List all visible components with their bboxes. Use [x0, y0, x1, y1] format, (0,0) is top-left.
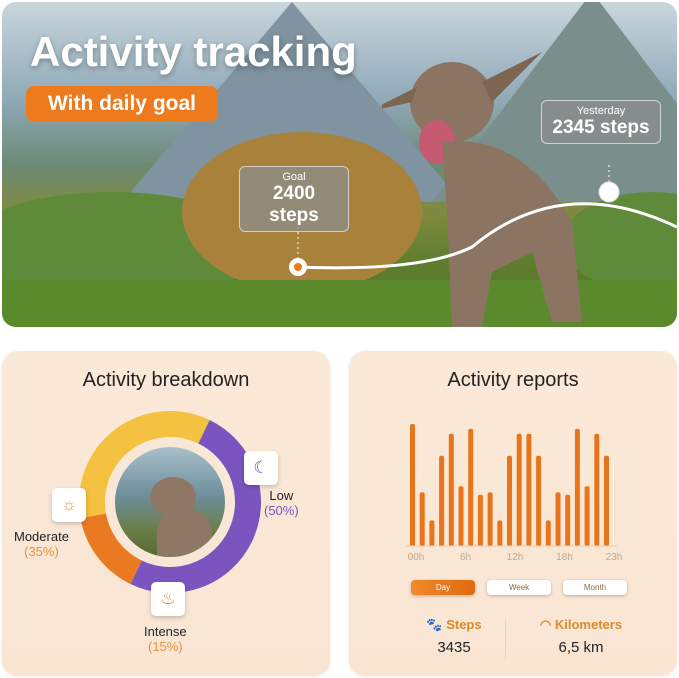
tab-day[interactable]: Day	[411, 580, 475, 595]
activity-bar	[555, 492, 561, 546]
donut-segment-intense	[80, 512, 143, 584]
yesterday-callout: Yesterday 2345 steps	[541, 100, 661, 144]
steps-value: 3435	[437, 639, 471, 656]
activity-bar	[410, 424, 415, 546]
activity-bar	[419, 492, 425, 546]
activity-bar	[429, 520, 435, 546]
tab-month[interactable]: Month	[563, 580, 627, 595]
yesterday-value: 2345 steps	[552, 117, 650, 138]
flame-icon: ♨	[151, 582, 185, 616]
kilometers-value: 6,5 km	[558, 639, 604, 656]
steps-stat: 🐾 Steps 3435	[409, 617, 499, 656]
speedometer-icon: ◠	[539, 617, 552, 632]
sun-icon: ☼	[52, 488, 86, 522]
activity-bar	[536, 455, 542, 546]
donut-segment-moderate	[79, 411, 210, 519]
activity-breakdown-card: Activity breakdown ☾ ☼ ♨ Low (50%) Modera…	[2, 351, 330, 676]
moderate-label: Moderate (35%)	[14, 529, 69, 559]
period-tabs: Day Week Month	[411, 580, 627, 595]
activity-bar	[507, 455, 512, 546]
hero-title: Activity tracking	[30, 28, 357, 75]
low-label: Low (50%)	[264, 488, 299, 518]
activity-bar	[477, 494, 483, 546]
dog-avatar	[110, 442, 230, 562]
dog-photo	[382, 52, 582, 327]
breakdown-title: Activity breakdown	[82, 369, 250, 391]
activity-bar	[584, 486, 590, 546]
daily-goal-badge: With daily goal	[26, 86, 218, 122]
moon-icon: ☾	[244, 451, 278, 485]
activity-bar	[594, 433, 600, 546]
x-tick-label: 18h	[556, 552, 573, 563]
activity-bar	[516, 433, 522, 546]
activity-bar	[545, 520, 551, 546]
donut-segment-low	[130, 420, 261, 593]
activity-bar	[468, 428, 474, 546]
x-tick-label: 23h	[606, 552, 623, 563]
activity-bar	[458, 486, 464, 546]
activity-bar	[526, 433, 532, 546]
intense-label: Intense (15%)	[144, 624, 187, 654]
yesterday-label: Yesterday	[576, 105, 626, 117]
kilometers-stat: ◠ Kilometers 6,5 km	[521, 617, 641, 656]
activity-bar-chart: 00h 6h 12h 18h 23h	[406, 424, 623, 563]
activity-bar	[439, 455, 445, 546]
goal-value: 2400 steps	[269, 183, 319, 226]
goal-path	[289, 165, 677, 276]
activity-bar	[574, 428, 580, 546]
x-tick-label: 12h	[507, 552, 524, 563]
x-tick-label: 00h	[408, 552, 425, 563]
activity-reports-card: Activity reports 00h 6h 12h 18h 23h Day Week…	[349, 351, 677, 676]
activity-bar	[565, 494, 571, 546]
tab-week[interactable]: Week	[487, 580, 551, 595]
activity-bar	[497, 520, 503, 546]
breakdown-donut	[79, 411, 261, 593]
activity-bar	[604, 455, 609, 546]
divider	[505, 619, 506, 659]
hero-banner: Activity tracking With daily goal Goal 2…	[2, 2, 677, 327]
x-tick-label: 6h	[460, 552, 471, 563]
goal-label: Goal	[282, 171, 306, 183]
paw-icon: 🐾	[426, 617, 443, 632]
goal-callout: Goal 2400 steps	[239, 166, 349, 232]
activity-bar	[448, 433, 454, 546]
reports-title: Activity reports	[447, 369, 579, 391]
activity-bar	[487, 492, 493, 546]
